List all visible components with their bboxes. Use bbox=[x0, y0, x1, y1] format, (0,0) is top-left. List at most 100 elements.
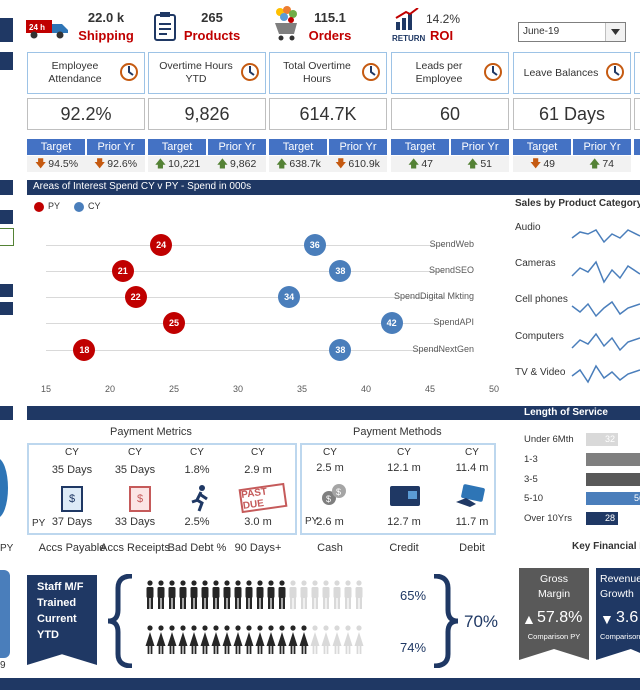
x-tick-label: 35 bbox=[296, 384, 307, 394]
arrow-up-icon: 🡅 bbox=[154, 157, 167, 170]
kpi-prior-tab[interactable]: Prior Yr bbox=[208, 139, 266, 155]
stat-orders: 115.1 Orders bbox=[272, 6, 372, 44]
revenue-growth-card: Revenue Growth ▼ 3.6 Comparison bbox=[596, 568, 640, 660]
invoice-icon: $ bbox=[61, 486, 83, 512]
bubble-cy[interactable]: 42 bbox=[380, 312, 403, 334]
cylinder-icon bbox=[0, 570, 10, 658]
male-figures-row bbox=[145, 580, 395, 612]
bubble-legend: PY CY bbox=[34, 200, 114, 214]
arrow-down-icon: 🡇 bbox=[335, 157, 347, 170]
shopping-cart-icon bbox=[272, 6, 300, 42]
bubble-py[interactable]: 22 bbox=[124, 286, 147, 308]
kpi-target-tab[interactable]: Target bbox=[513, 139, 571, 155]
kpi-prior-tab[interactable]: Prior Yr bbox=[87, 139, 145, 155]
kpi-title: Total Overtime Hours bbox=[283, 60, 351, 85]
los-bar[interactable] bbox=[586, 453, 640, 466]
svg-text:$: $ bbox=[336, 487, 341, 497]
kpi-compare: 🡅 10,221 🡅 9,862 bbox=[148, 156, 266, 172]
bubble-py[interactable]: 24 bbox=[150, 234, 173, 256]
stat-orders-label: Orders bbox=[308, 28, 352, 43]
sales-category-label: Cameras bbox=[515, 258, 556, 269]
bubble-py[interactable]: 25 bbox=[163, 312, 185, 334]
left-edge-box bbox=[0, 228, 14, 246]
x-tick-label: 50 bbox=[488, 384, 499, 394]
arrow-down-icon: 🡇 bbox=[530, 157, 542, 170]
pm-cy-header: CY bbox=[128, 447, 142, 458]
staff-bracket-left-icon bbox=[107, 574, 133, 668]
chevron-down-icon[interactable] bbox=[605, 23, 625, 41]
kpi-card: Employee Attendance 92.2% Target Prior Y… bbox=[27, 52, 145, 172]
los-category-label: 1-3 bbox=[524, 454, 538, 465]
pmethod-cy-value: 2.5 m bbox=[316, 462, 344, 474]
arrow-up-icon: 🡅 bbox=[467, 157, 479, 170]
pm-label: Accs Payable bbox=[38, 542, 106, 554]
kpi-prior-value: 74 bbox=[602, 158, 614, 170]
female-filled-icon bbox=[244, 625, 254, 654]
period-select[interactable]: June-19 bbox=[518, 22, 626, 42]
male-pct: 65% bbox=[400, 588, 427, 603]
kpi-target-tab[interactable]: Target bbox=[269, 139, 327, 155]
kpi-target-tab[interactable]: Target bbox=[27, 139, 85, 155]
female-empty-icon bbox=[343, 625, 353, 654]
kpi-target-value: 94.5% bbox=[48, 158, 79, 170]
kpi-prior-tab[interactable]: Prior Yr bbox=[573, 139, 631, 155]
left-year-label: 9 bbox=[0, 660, 6, 671]
kpi-value: 9,826 bbox=[148, 98, 266, 130]
category-label: SpendSEO bbox=[428, 265, 474, 275]
staff-bracket-right-icon bbox=[433, 574, 459, 668]
x-tick-label: 20 bbox=[104, 384, 115, 394]
left-edge-bar-7 bbox=[0, 406, 13, 420]
kpi-target-value: 10,221 bbox=[168, 158, 201, 170]
key-financial-title: Key Financial M bbox=[572, 541, 640, 552]
bubble-cy[interactable]: 34 bbox=[278, 286, 301, 308]
length-of-service-title: Length of Service bbox=[524, 407, 608, 418]
los-bar[interactable] bbox=[586, 473, 640, 486]
los-bar[interactable]: 32 bbox=[586, 433, 618, 446]
los-bar[interactable]: 28 bbox=[586, 512, 618, 525]
kpi-value: 92.2% bbox=[27, 98, 145, 130]
male-empty-icon bbox=[311, 580, 319, 609]
sales-sparklines bbox=[571, 229, 640, 384]
female-filled-icon bbox=[299, 625, 309, 654]
bubble-cy[interactable]: 36 bbox=[303, 234, 326, 256]
revenue-growth-value: 3.6 bbox=[616, 609, 639, 626]
bubble-cy[interactable]: 38 bbox=[329, 260, 352, 282]
pm-py-value: 2.5% bbox=[184, 516, 210, 528]
category-label: SpendAPI bbox=[433, 317, 474, 327]
kpi-header: Total Overtime Hours bbox=[269, 52, 387, 94]
pmethod-cy-header: CY bbox=[323, 447, 337, 458]
kpi-target-tab[interactable]: Target bbox=[391, 139, 449, 155]
x-tick-label: 40 bbox=[360, 384, 371, 394]
bubble-plot: SpendWeb SpendSEO SpendDigital Mkting Spend… bbox=[41, 234, 499, 394]
bubble-py[interactable]: 21 bbox=[111, 260, 134, 282]
bubble-cy[interactable]: 38 bbox=[329, 339, 352, 361]
globe-icon bbox=[0, 458, 8, 518]
los-bar[interactable]: 56 bbox=[586, 492, 640, 505]
pmethod-label: Debit bbox=[459, 542, 485, 554]
pm-cy-value: 2.9 m bbox=[244, 464, 272, 476]
stat-products-label: Products bbox=[183, 28, 241, 43]
stat-products-value: 265 bbox=[201, 10, 223, 25]
kpi-prior-value: 610.9k bbox=[348, 158, 380, 170]
kpi-target-tab[interactable]: Target bbox=[148, 139, 206, 155]
kpi-prior-tab[interactable]: Prior Yr bbox=[329, 139, 387, 155]
period-select-value: June-19 bbox=[523, 26, 560, 37]
bubble-py[interactable]: 18 bbox=[73, 339, 96, 361]
pm-py-value: 33 Days bbox=[114, 516, 156, 528]
gross-margin-card: Gross Margin ▲ 57.8% Comparison PY bbox=[519, 568, 589, 660]
female-filled-icon bbox=[189, 625, 199, 654]
gross-margin-arrow-up-icon: ▲ bbox=[522, 611, 536, 627]
gridline bbox=[46, 245, 444, 246]
revenue-growth-arrow-down-icon: ▼ bbox=[600, 611, 614, 627]
male-filled-icon bbox=[245, 580, 253, 609]
category-label: SpendNextGen bbox=[412, 344, 474, 354]
money-bag-icon bbox=[361, 62, 381, 84]
female-filled-icon bbox=[266, 625, 276, 654]
clipboard-icon bbox=[152, 12, 178, 42]
kpi-prior-tab[interactable]: Prior Yr bbox=[451, 139, 509, 155]
left-edge-bar-3 bbox=[0, 180, 13, 195]
male-filled-icon bbox=[179, 580, 187, 609]
legend-cy-label: CY bbox=[88, 201, 101, 211]
gridline bbox=[46, 271, 444, 272]
kpi-card: Leads per Employee 60 Target Prior Yr 🡅 4… bbox=[391, 52, 509, 172]
